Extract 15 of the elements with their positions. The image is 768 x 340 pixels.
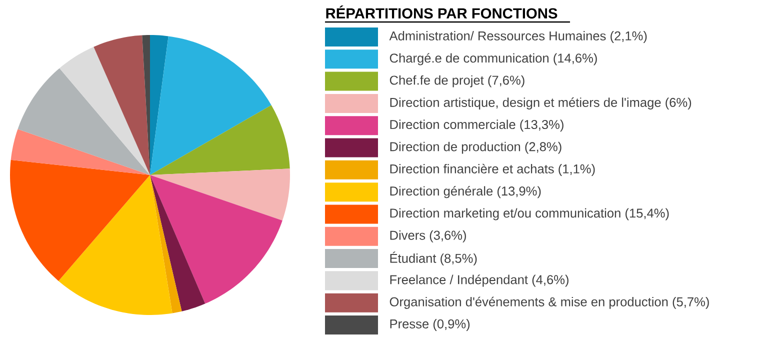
legend-label: Étudiant (8,5%) bbox=[390, 252, 477, 266]
legend-label: Organisation d'événements & mise en production (5,7%) bbox=[390, 296, 709, 309]
legend-label: Freelance / Indépendant (4,6%) bbox=[390, 274, 568, 287]
legend-label: Presse (0,9%) bbox=[390, 319, 470, 331]
chart-title: RÉPARTITIONS PAR FONCTIONS bbox=[326, 5, 558, 19]
legend-label: Direction générale (13,9%) bbox=[390, 186, 541, 198]
legend-label: Administration/ Ressources Humaines (2,1%) bbox=[389, 31, 647, 43]
legend-label: Direction marketing et/ou communication (15,4%) bbox=[390, 208, 669, 220]
legend-label: Chargé.e de communication (14,6%) bbox=[390, 53, 597, 66]
legend-label: Direction commerciale (13,3%) bbox=[390, 120, 564, 132]
legend-label: Direction financière et achats (1,1%) bbox=[390, 164, 595, 176]
legend-label: Chef.fe de projet (7,6%) bbox=[390, 75, 524, 88]
legend-label: Divers (3,6%) bbox=[390, 230, 466, 242]
legend-label: Direction artistique, design et métiers de l'image (6%) bbox=[390, 97, 692, 110]
legend-label: Direction de production (2,8%) bbox=[390, 142, 562, 154]
